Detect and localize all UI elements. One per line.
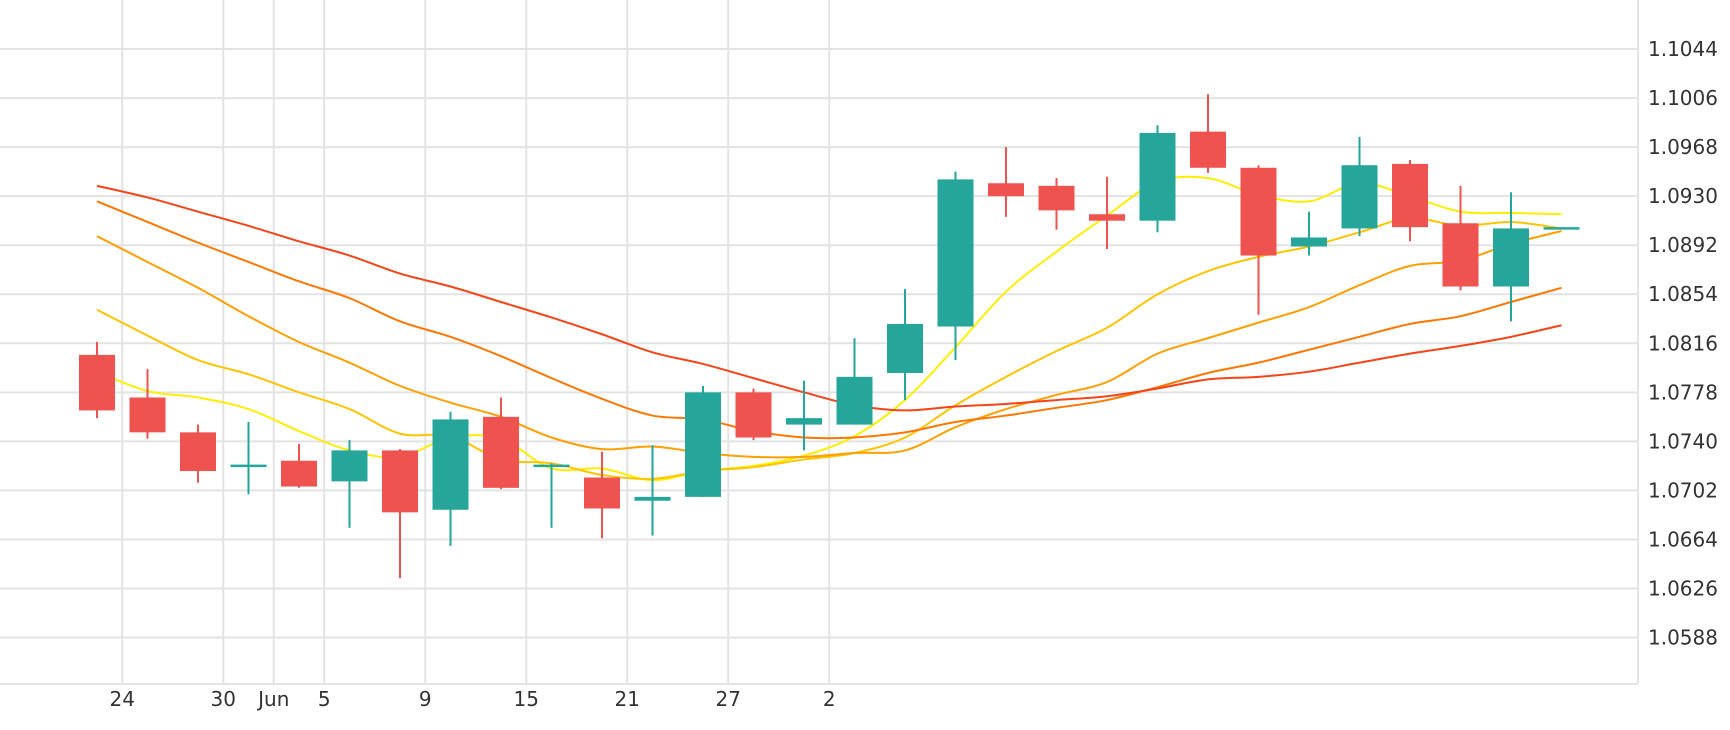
candle-bearish: [180, 424, 216, 483]
candle-body: [988, 183, 1024, 197]
candle-bullish: [836, 338, 873, 425]
moving-average-line-1: [96, 175, 1562, 482]
candle-bearish: [79, 342, 115, 419]
candle-bullish: [1543, 227, 1580, 230]
candle-body: [483, 416, 519, 488]
grid-layer: [0, 0, 1639, 685]
y-tick-label: 1.0892: [1648, 233, 1718, 257]
x-tick-label: 21: [615, 687, 640, 711]
y-tick-label: 1.0702: [1648, 478, 1718, 502]
candle-body: [382, 450, 418, 513]
candle-bearish: [1442, 185, 1479, 291]
moving-average-layer: [96, 175, 1562, 482]
candle-body: [1240, 167, 1277, 256]
candle-bearish: [584, 451, 620, 539]
candle-body: [1038, 185, 1075, 211]
candle-body: [1190, 131, 1226, 168]
candle-body: [180, 432, 216, 472]
y-tick-label: 1.0816: [1648, 331, 1718, 355]
candle-body: [331, 450, 368, 482]
y-tick-label: 1.0740: [1648, 429, 1718, 453]
candle-bearish: [483, 397, 519, 490]
moving-average-line-5: [96, 184, 1562, 412]
candle-layer: [79, 94, 1580, 579]
candle-body: [1392, 163, 1428, 228]
candle-body: [1291, 237, 1327, 247]
y-tick-label: 1.0778: [1648, 380, 1718, 404]
y-tick-label: 1.0664: [1648, 527, 1718, 551]
candle-bullish: [887, 289, 923, 401]
y-axis-ticks: 1.1044 1.1006 1.0968 1.0930 1.0892 1.0854 1.08…: [1648, 37, 1718, 649]
candle-bullish: [634, 445, 671, 536]
candle-bearish: [1190, 94, 1226, 173]
y-tick-label: 1.0968: [1648, 135, 1718, 159]
candle-body: [1089, 214, 1125, 221]
x-axis-ticks: 24 30 Jun 5 9 15 21 27 2: [110, 687, 836, 711]
candle-bearish: [382, 449, 418, 579]
candle-bullish: [533, 463, 570, 528]
candle-body: [937, 179, 974, 327]
candle-body: [1139, 132, 1176, 221]
candle-bearish: [988, 147, 1024, 217]
candle-bullish: [1493, 192, 1529, 322]
candle-body: [786, 418, 822, 425]
candle-body: [685, 392, 721, 497]
x-tick-label: 9: [419, 687, 432, 711]
candle-bullish: [1139, 125, 1176, 233]
candle-body: [533, 464, 570, 468]
x-tick-label: 27: [716, 687, 741, 711]
candle-bullish: [230, 422, 267, 495]
candle-bearish: [1089, 176, 1125, 250]
candle-body: [1493, 228, 1529, 287]
candle-body: [634, 496, 671, 501]
y-tick-label: 1.0626: [1648, 576, 1718, 600]
x-tick-label: Jun: [256, 687, 289, 711]
y-tick-label: 1.0930: [1648, 184, 1718, 208]
candle-bearish: [1038, 178, 1075, 230]
candle-body: [887, 323, 923, 373]
moving-average-line-3: [96, 230, 1562, 459]
candle-bullish: [1341, 136, 1378, 237]
candle-body: [129, 397, 166, 433]
candle-bullish: [331, 440, 368, 528]
candle-bullish: [432, 411, 469, 546]
moving-average-line-4: [96, 200, 1562, 440]
y-tick-label: 1.1006: [1648, 86, 1718, 110]
candle-body: [584, 477, 620, 509]
candle-bearish: [1392, 160, 1428, 242]
x-tick-label: 15: [514, 687, 539, 711]
candle-bullish: [786, 380, 822, 451]
candle-bullish: [1291, 211, 1327, 256]
candle-body: [735, 392, 772, 438]
candle-bearish: [129, 369, 166, 439]
candle-body: [1341, 165, 1378, 229]
candle-bullish: [685, 385, 721, 497]
x-tick-label: 2: [823, 687, 836, 711]
candle-bearish: [1240, 165, 1277, 315]
candle-body: [432, 419, 469, 510]
candle-body: [230, 464, 267, 468]
candle-body: [1543, 227, 1580, 230]
x-tick-label: 24: [110, 687, 135, 711]
y-tick-label: 1.1044: [1648, 37, 1718, 61]
candle-bullish: [937, 171, 974, 361]
candle-bearish: [281, 443, 317, 488]
x-tick-label: 5: [318, 687, 331, 711]
candle-body: [1442, 223, 1479, 287]
candle-bearish: [735, 388, 772, 441]
candle-body: [79, 354, 115, 411]
y-tick-label: 1.0588: [1648, 626, 1718, 650]
x-tick-label: 30: [211, 687, 236, 711]
y-tick-label: 1.0854: [1648, 282, 1718, 306]
candle-body: [836, 376, 873, 425]
candle-body: [281, 460, 317, 487]
